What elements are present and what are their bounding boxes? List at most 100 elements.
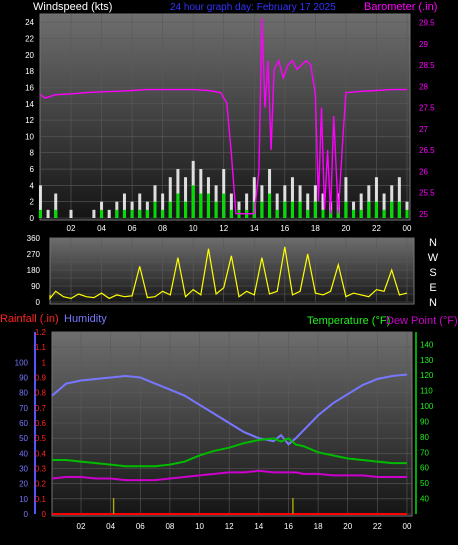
- wind-gust-bar: [397, 177, 401, 218]
- compass-label: E: [429, 282, 436, 294]
- temp-x-tick-label: 10: [195, 522, 204, 531]
- humidity-y-tick-label: 40: [19, 449, 28, 458]
- wind-x-tick-label: 06: [128, 224, 137, 233]
- barometer-line: [40, 18, 407, 215]
- wind-gust-bar: [290, 177, 294, 218]
- wind-average-bar: [122, 209, 126, 218]
- wind-gust-bar: [306, 193, 310, 218]
- wind-gust-bar: [382, 193, 386, 218]
- temp-x-tick-label: 16: [284, 522, 293, 531]
- temp-x-tick-label: 02: [77, 522, 86, 531]
- wind-average-bar: [344, 201, 348, 218]
- direction-y-tick-label: 0: [36, 298, 41, 307]
- temperature-y-tick-label: 110: [420, 387, 433, 396]
- temperature-y-tick-label: 40: [420, 495, 429, 504]
- wind-y-tick-label: 0: [30, 214, 35, 223]
- temp-x-tick-label: 22: [373, 522, 382, 531]
- wind-average-bar: [206, 193, 210, 218]
- temp-x-tick-label: 18: [314, 522, 323, 531]
- wind-gust-bar: [199, 169, 203, 218]
- wind-gust-bar: [245, 193, 249, 218]
- wind-average-bar: [199, 193, 203, 218]
- barometer-y-tick-label: 26: [419, 167, 428, 176]
- barometer-y-tick-label: 27: [419, 125, 428, 134]
- temp-x-tick-label: 20: [343, 522, 352, 531]
- wind-x-tick-label: 12: [219, 224, 228, 233]
- humidity-line: [51, 373, 408, 446]
- barometer-y-tick-label: 25: [419, 210, 428, 219]
- wind-y-tick-label: 20: [25, 51, 34, 60]
- wind-average-bar: [229, 209, 233, 218]
- rainfall-y-tick-label: 0.3: [35, 465, 47, 474]
- wind-average-bar: [329, 209, 333, 218]
- temperature-y-tick-label: 90: [420, 417, 429, 426]
- wind-average-bar: [298, 201, 302, 218]
- wind-average-bar: [161, 209, 165, 218]
- wind-average-bar: [283, 201, 287, 218]
- temp-x-tick-label: 00: [403, 522, 412, 531]
- wind-average-bar: [336, 209, 340, 218]
- temp-x-tick-label: 14: [254, 522, 263, 531]
- rainfall-axis-title: Rainfall (.in): [0, 313, 59, 325]
- humidity-y-tick-label: 70: [19, 404, 28, 413]
- wind-average-bar: [222, 193, 226, 218]
- wind-gust-bar: [46, 209, 50, 218]
- wind-gust-bar: [252, 177, 256, 218]
- wind-gust-bar: [268, 169, 272, 218]
- wind-direction-line: [49, 246, 408, 301]
- wind-average-bar: [390, 201, 394, 218]
- wind-gust-bar: [107, 209, 111, 218]
- temp-x-tick-label: 04: [106, 522, 115, 531]
- wind-y-tick-label: 10: [25, 132, 34, 141]
- data-marks: [38, 18, 409, 515]
- barometer-y-tick-label: 27.5: [419, 104, 435, 113]
- barometer-y-tick-label: 29.5: [419, 19, 435, 28]
- barometer-axis-title: Barometer (.in): [364, 1, 437, 13]
- compass-label: W: [428, 252, 439, 264]
- humidity-y-tick-label: 50: [19, 434, 28, 443]
- wind-average-bar: [130, 209, 134, 218]
- humidity-y-tick-label: 60: [19, 419, 28, 428]
- wind-average-bar: [214, 201, 218, 218]
- wind-gust-bar: [161, 193, 165, 218]
- rainfall-y-tick-label: 0.2: [35, 480, 47, 489]
- humidity-y-tick-label: 90: [19, 374, 28, 383]
- wind-average-bar: [145, 209, 149, 218]
- barometer-y-tick-label: 25.5: [419, 189, 435, 198]
- rainfall-y-tick-label: 0.7: [35, 404, 47, 413]
- rainfall-y-tick-label: 0.5: [35, 434, 47, 443]
- dewpoint-line: [51, 469, 407, 482]
- wind-average-bar: [397, 201, 401, 218]
- wind-gust-bar: [275, 193, 279, 218]
- wind-average-bar: [352, 209, 356, 218]
- wind-gust-bar: [344, 177, 348, 218]
- wind-x-tick-label: 18: [311, 224, 320, 233]
- rainfall-y-tick-label: 0.8: [35, 389, 47, 398]
- rainfall-y-tick-label: 0.9: [35, 374, 47, 383]
- wind-y-tick-label: 8: [30, 149, 35, 158]
- temp-x-tick-label: 08: [165, 522, 174, 531]
- compass-label: N: [429, 237, 437, 249]
- barometer-y-tick-label: 29: [419, 40, 428, 49]
- wind-x-tick-label: 10: [189, 224, 198, 233]
- humidity-y-tick-label: 10: [19, 495, 28, 504]
- wind-average-bar: [374, 201, 378, 218]
- temperature-axis-title: Temperature (°F): [307, 315, 390, 327]
- wind-average-bar: [321, 209, 325, 218]
- wind-gust-bar: [359, 193, 363, 218]
- wind-average-bar: [115, 209, 119, 218]
- wind-y-tick-label: 22: [25, 34, 34, 43]
- wind-average-bar: [100, 209, 104, 218]
- wind-average-bar: [260, 201, 264, 218]
- wind-x-tick-label: 08: [158, 224, 167, 233]
- barometer-y-tick-label: 28.5: [419, 61, 435, 70]
- wind-gust-bar: [374, 177, 378, 218]
- direction-y-tick-label: 180: [27, 266, 41, 275]
- wind-gust-bar: [138, 193, 142, 218]
- temp-x-tick-label: 06: [136, 522, 145, 531]
- windspeed-axis-title: Windspeed (kts): [33, 1, 112, 13]
- wind-average-bar: [168, 201, 172, 218]
- wind-y-tick-label: 6: [30, 165, 35, 174]
- wind-x-tick-label: 00: [403, 224, 412, 233]
- direction-y-tick-label: 360: [27, 234, 41, 243]
